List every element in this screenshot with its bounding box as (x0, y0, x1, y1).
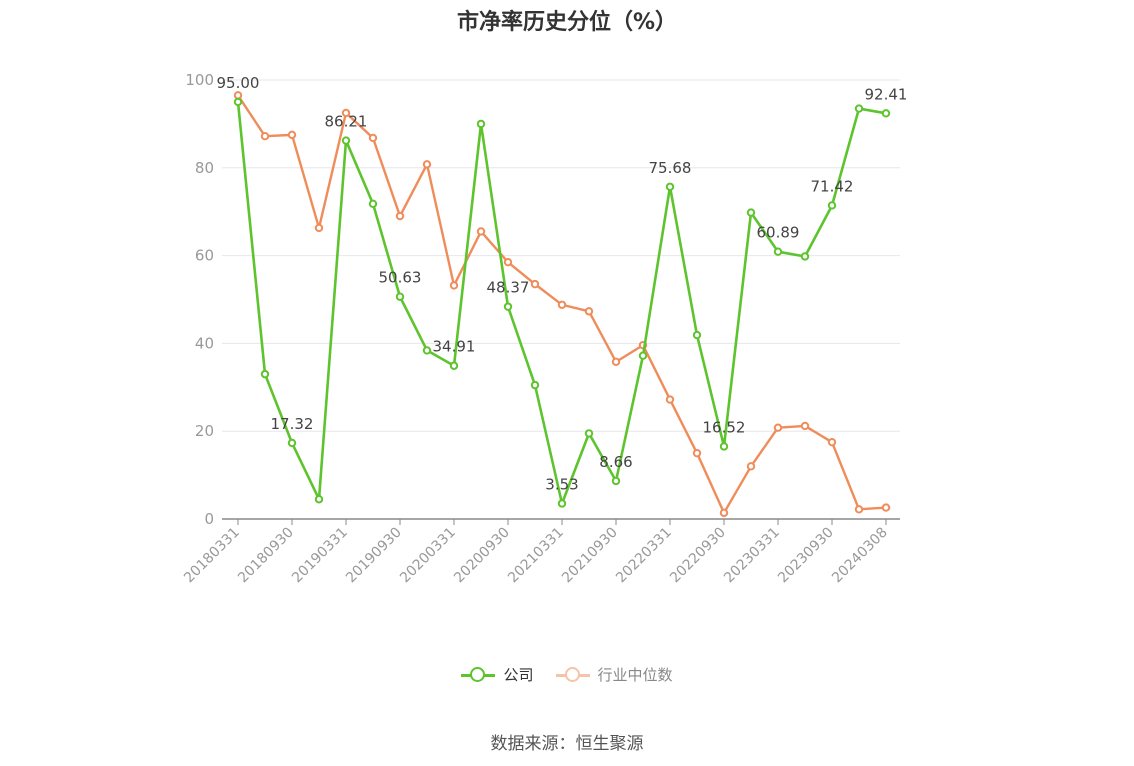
point-s1-20180630 (260, 131, 270, 141)
point-s0-20180630 (260, 369, 270, 379)
data-label-20180331: 95.00 (217, 74, 260, 92)
point-s0-20200331 (449, 361, 459, 370)
series-layer (233, 91, 891, 518)
point-s1-20181231 (314, 223, 324, 233)
point-s1-20240308 (881, 503, 891, 512)
point-s1-20210331 (557, 300, 567, 309)
point-s1-20210930 (611, 357, 621, 367)
point-s0-20240308 (881, 109, 891, 118)
data-label-20190930: 50.63 (379, 269, 422, 287)
chart-title: 市净率历史分位（%） (456, 10, 678, 35)
point-s1-20231231 (854, 505, 864, 514)
point-s0-20201231 (530, 380, 540, 390)
point-s0-20210930 (611, 476, 621, 486)
point-s0-20180930 (287, 438, 297, 448)
point-s1-20220630 (692, 448, 702, 458)
x-tick-label-20180331: 20180331 (181, 525, 243, 587)
point-s0-20220331 (665, 182, 675, 191)
x-tick-label-20220930: 20220930 (667, 525, 729, 587)
x-tick-label-20190930: 20190930 (343, 525, 405, 587)
data-label-20200930: 48.37 (487, 279, 530, 297)
point-s0-20180331 (233, 97, 243, 107)
point-s0-20191231 (422, 346, 432, 355)
point-s0-20220630 (692, 330, 702, 340)
data-label-20220331: 75.68 (649, 159, 692, 177)
legend-item-company[interactable]: 公司 (461, 664, 534, 685)
y-tick-label-0: 0 (204, 510, 214, 528)
data-label-20230331: 60.89 (757, 224, 800, 242)
legend: 公司 行业中位数 (0, 664, 1134, 685)
data-label-20220930: 16.52 (703, 418, 746, 436)
x-tick-label-20190331: 20190331 (289, 525, 351, 587)
y-tick-label-20: 20 (195, 422, 214, 440)
point-s1-20200331 (449, 281, 459, 290)
x-tick-label-20200930: 20200930 (451, 525, 513, 587)
grid-layer (222, 79, 900, 432)
legend-swatch-company-icon (461, 666, 496, 683)
point-s0-20231231 (854, 104, 864, 113)
data-label-20190331: 86.21 (325, 113, 368, 131)
point-s1-20200930 (503, 257, 513, 267)
point-s1-20180930 (287, 130, 297, 140)
legend-label-company: 公司 (503, 666, 534, 684)
point-s0-20190331 (341, 136, 351, 145)
point-s0-20230331 (773, 247, 783, 256)
point-s1-20190630 (368, 133, 378, 143)
x-tick-label-20220331: 20220331 (613, 525, 675, 587)
point-s1-20220930 (719, 508, 729, 518)
point-s0-20200930 (503, 302, 513, 311)
point-s1-20230930 (827, 437, 837, 447)
data-label-20180930: 17.32 (271, 415, 314, 433)
point-s1-20201231 (530, 279, 540, 289)
x-tick-label-20200331: 20200331 (397, 525, 459, 587)
point-s0-20211231 (638, 351, 648, 360)
y-tick-label-40: 40 (195, 334, 214, 352)
legend-item-industry-median[interactable]: 行业中位数 (555, 664, 673, 685)
y-tick-label-100: 100 (185, 71, 214, 89)
label-layer: 95.00 17.32 86.21 50.63 34.91 48.37 3.53 8.66 75… (217, 74, 908, 494)
point-s1-20230331 (773, 423, 783, 432)
point-s0-20181231 (314, 495, 324, 504)
point-s1-20220331 (665, 395, 675, 404)
x-tick-label-20240308: 20240308 (829, 525, 891, 587)
data-source: 数据来源：恒生聚源 (490, 734, 644, 754)
point-s0-20190930 (395, 292, 405, 301)
data-label-20200331: 34.91 (433, 338, 476, 356)
point-s1-20190930 (395, 211, 405, 221)
point-s0-20200630 (476, 119, 486, 129)
point-s0-20221231 (746, 208, 756, 217)
point-s1-20191231 (422, 160, 432, 169)
x-tick-label-20210930: 20210930 (559, 525, 621, 587)
x-tick-label-20210331: 20210331 (505, 525, 567, 587)
point-s1-20180331 (233, 91, 243, 100)
point-s0-20210630 (584, 429, 594, 438)
point-s1-20210630 (584, 307, 594, 316)
axis-layer: 0 20 40 60 80 100 2018033120180930201903312019… (181, 71, 900, 586)
x-tick-label-20230930: 20230930 (775, 525, 837, 587)
point-s0-20190630 (368, 199, 378, 208)
point-s0-20230930 (827, 201, 837, 210)
data-label-20240308: 92.41 (865, 85, 908, 103)
x-tick-label-20230331: 20230331 (721, 525, 783, 587)
point-s0-20230630 (800, 252, 810, 261)
point-s1-20221231 (746, 462, 756, 471)
point-s1-20230630 (800, 421, 810, 431)
y-tick-label-60: 60 (195, 247, 214, 265)
data-label-20230930: 71.42 (811, 177, 854, 195)
x-tick-label-20180930: 20180930 (235, 525, 297, 587)
y-tick-label-80: 80 (195, 159, 214, 177)
legend-swatch-industry-icon (555, 666, 590, 683)
data-label-20210331: 3.53 (545, 476, 578, 494)
point-s1-20190331 (341, 108, 351, 118)
point-s0-20210331 (557, 499, 567, 508)
point-s1-20200630 (476, 227, 486, 236)
point-s0-20220930 (719, 442, 729, 451)
data-label-20210930: 8.66 (599, 453, 632, 471)
legend-label-industry-median: 行业中位数 (597, 666, 673, 684)
